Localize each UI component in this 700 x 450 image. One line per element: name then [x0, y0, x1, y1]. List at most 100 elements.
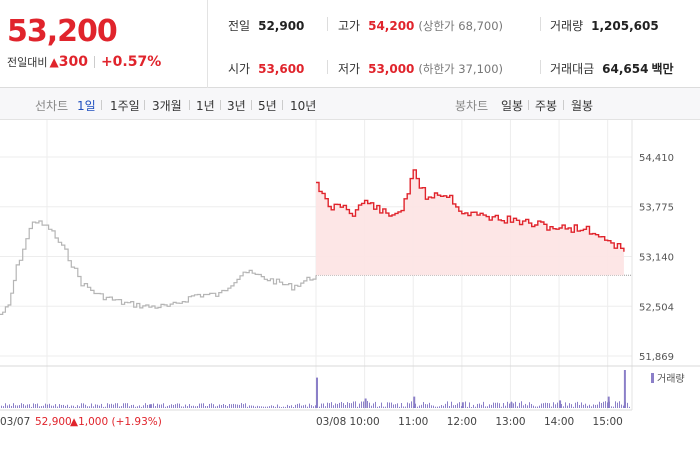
volume-bar [623, 370, 626, 408]
volume-bar [497, 402, 498, 408]
volume-bar [195, 406, 196, 408]
volume-bar [521, 401, 522, 408]
candle-weekly[interactable]: 주봉 [535, 99, 558, 113]
volume-bar [623, 405, 624, 408]
current-price: 53,200 [7, 14, 118, 49]
volume-bar [621, 404, 622, 408]
volume-bar [143, 405, 144, 408]
volume-bar [545, 402, 546, 408]
volume-bar [345, 405, 346, 408]
volume-bar [465, 401, 466, 408]
period-1w[interactable]: 1주일 [110, 99, 140, 113]
volume-bar [285, 406, 286, 408]
period-10y[interactable]: 10년 [290, 99, 317, 113]
volume-bar [617, 402, 618, 408]
volume-bar [387, 402, 388, 408]
volume-bar [185, 404, 186, 408]
volume-bar [255, 406, 256, 408]
volume-bar [627, 402, 628, 408]
period-1d[interactable]: 1일 [77, 99, 96, 113]
volume-bar [519, 402, 520, 408]
volume-bar [557, 402, 558, 408]
period-1y[interactable]: 1년 [196, 99, 215, 113]
volume-bar [41, 406, 42, 408]
volume-bar [329, 403, 330, 408]
volume-bar [289, 405, 290, 408]
volume-bar [197, 406, 198, 408]
volume-bar [461, 406, 462, 408]
volume-bar [109, 404, 110, 408]
volume-bar [43, 405, 44, 408]
volume-bar [87, 406, 88, 408]
period-5y[interactable]: 5년 [258, 99, 277, 113]
volume-bar [247, 406, 248, 408]
volume-bar [321, 403, 322, 408]
volume-stat: 거래량 1,205,605 [550, 17, 659, 34]
volume-bar [339, 402, 340, 408]
volume-bar [17, 405, 18, 408]
volume-bar [553, 402, 554, 408]
volume-bar [439, 406, 440, 408]
volume-bar [31, 406, 32, 408]
x-tick-label: 11:00 [398, 416, 428, 428]
prev-close-stat: 전일 52,900 [228, 17, 304, 34]
candle-daily[interactable]: 일봉 [501, 99, 524, 113]
volume-bar [510, 402, 513, 408]
volume-bar [113, 404, 114, 408]
low-label: 저가 [338, 62, 361, 76]
volume-bar [93, 406, 94, 408]
volume-bar [479, 403, 480, 408]
volume-bar [129, 406, 130, 408]
volume-bar [27, 404, 28, 408]
volume-bar [327, 402, 328, 408]
volume-bar [249, 405, 250, 408]
candle-chart-label: 봉차트 [455, 99, 489, 113]
divider [101, 100, 102, 110]
volume-bar [569, 403, 570, 408]
volume-bar [543, 403, 544, 408]
volume-bar [145, 403, 146, 408]
period-3m[interactable]: 3개월 [152, 99, 182, 113]
price-block: 53,200 전일대비 ▲ 300 +0.57% [0, 0, 208, 88]
volume-bar [429, 402, 430, 408]
volume-bar [133, 404, 134, 408]
volume-bar [251, 405, 252, 408]
volume-bar [267, 406, 268, 408]
trade-amount-unit: 백만 [651, 62, 674, 76]
period-3y[interactable]: 3년 [227, 99, 246, 113]
volume-bar [513, 403, 514, 408]
x-tick-label: 14:00 [544, 416, 574, 428]
volume-bar [391, 402, 392, 408]
volume-bar [203, 403, 204, 408]
candle-monthly[interactable]: 월봉 [571, 99, 594, 113]
y-tick-label: 52,504 [639, 302, 674, 313]
volume-bar [597, 404, 598, 408]
volume-bar [587, 405, 588, 408]
volume-bar [509, 403, 510, 408]
volume-bar [475, 406, 476, 408]
prev-close-label: 전일 [228, 19, 251, 33]
volume-bar [71, 405, 72, 408]
open-label: 시가 [228, 62, 251, 76]
volume-bar [481, 404, 482, 408]
volume-bar [211, 403, 212, 408]
volume-bar [563, 406, 564, 408]
divider [144, 100, 145, 110]
volume-bar [611, 406, 612, 408]
today-series [316, 169, 625, 252]
volume-bar [233, 403, 234, 408]
volume-bar [235, 404, 236, 408]
volume-bar [65, 405, 66, 408]
prev-day-info: 52,900▲1,000 (+1.93%) [35, 416, 162, 428]
volume-bar [7, 405, 8, 408]
volume-bar [63, 404, 64, 408]
volume-bar [59, 404, 60, 408]
volume-bar [243, 404, 244, 408]
volume-bar [517, 406, 518, 408]
volume-bar [73, 405, 74, 408]
y-tick-label: 53,140 [639, 252, 674, 263]
volume-bar [325, 406, 326, 408]
volume-bar [51, 405, 52, 408]
volume-bar [441, 405, 442, 408]
volume-bar [187, 406, 188, 408]
